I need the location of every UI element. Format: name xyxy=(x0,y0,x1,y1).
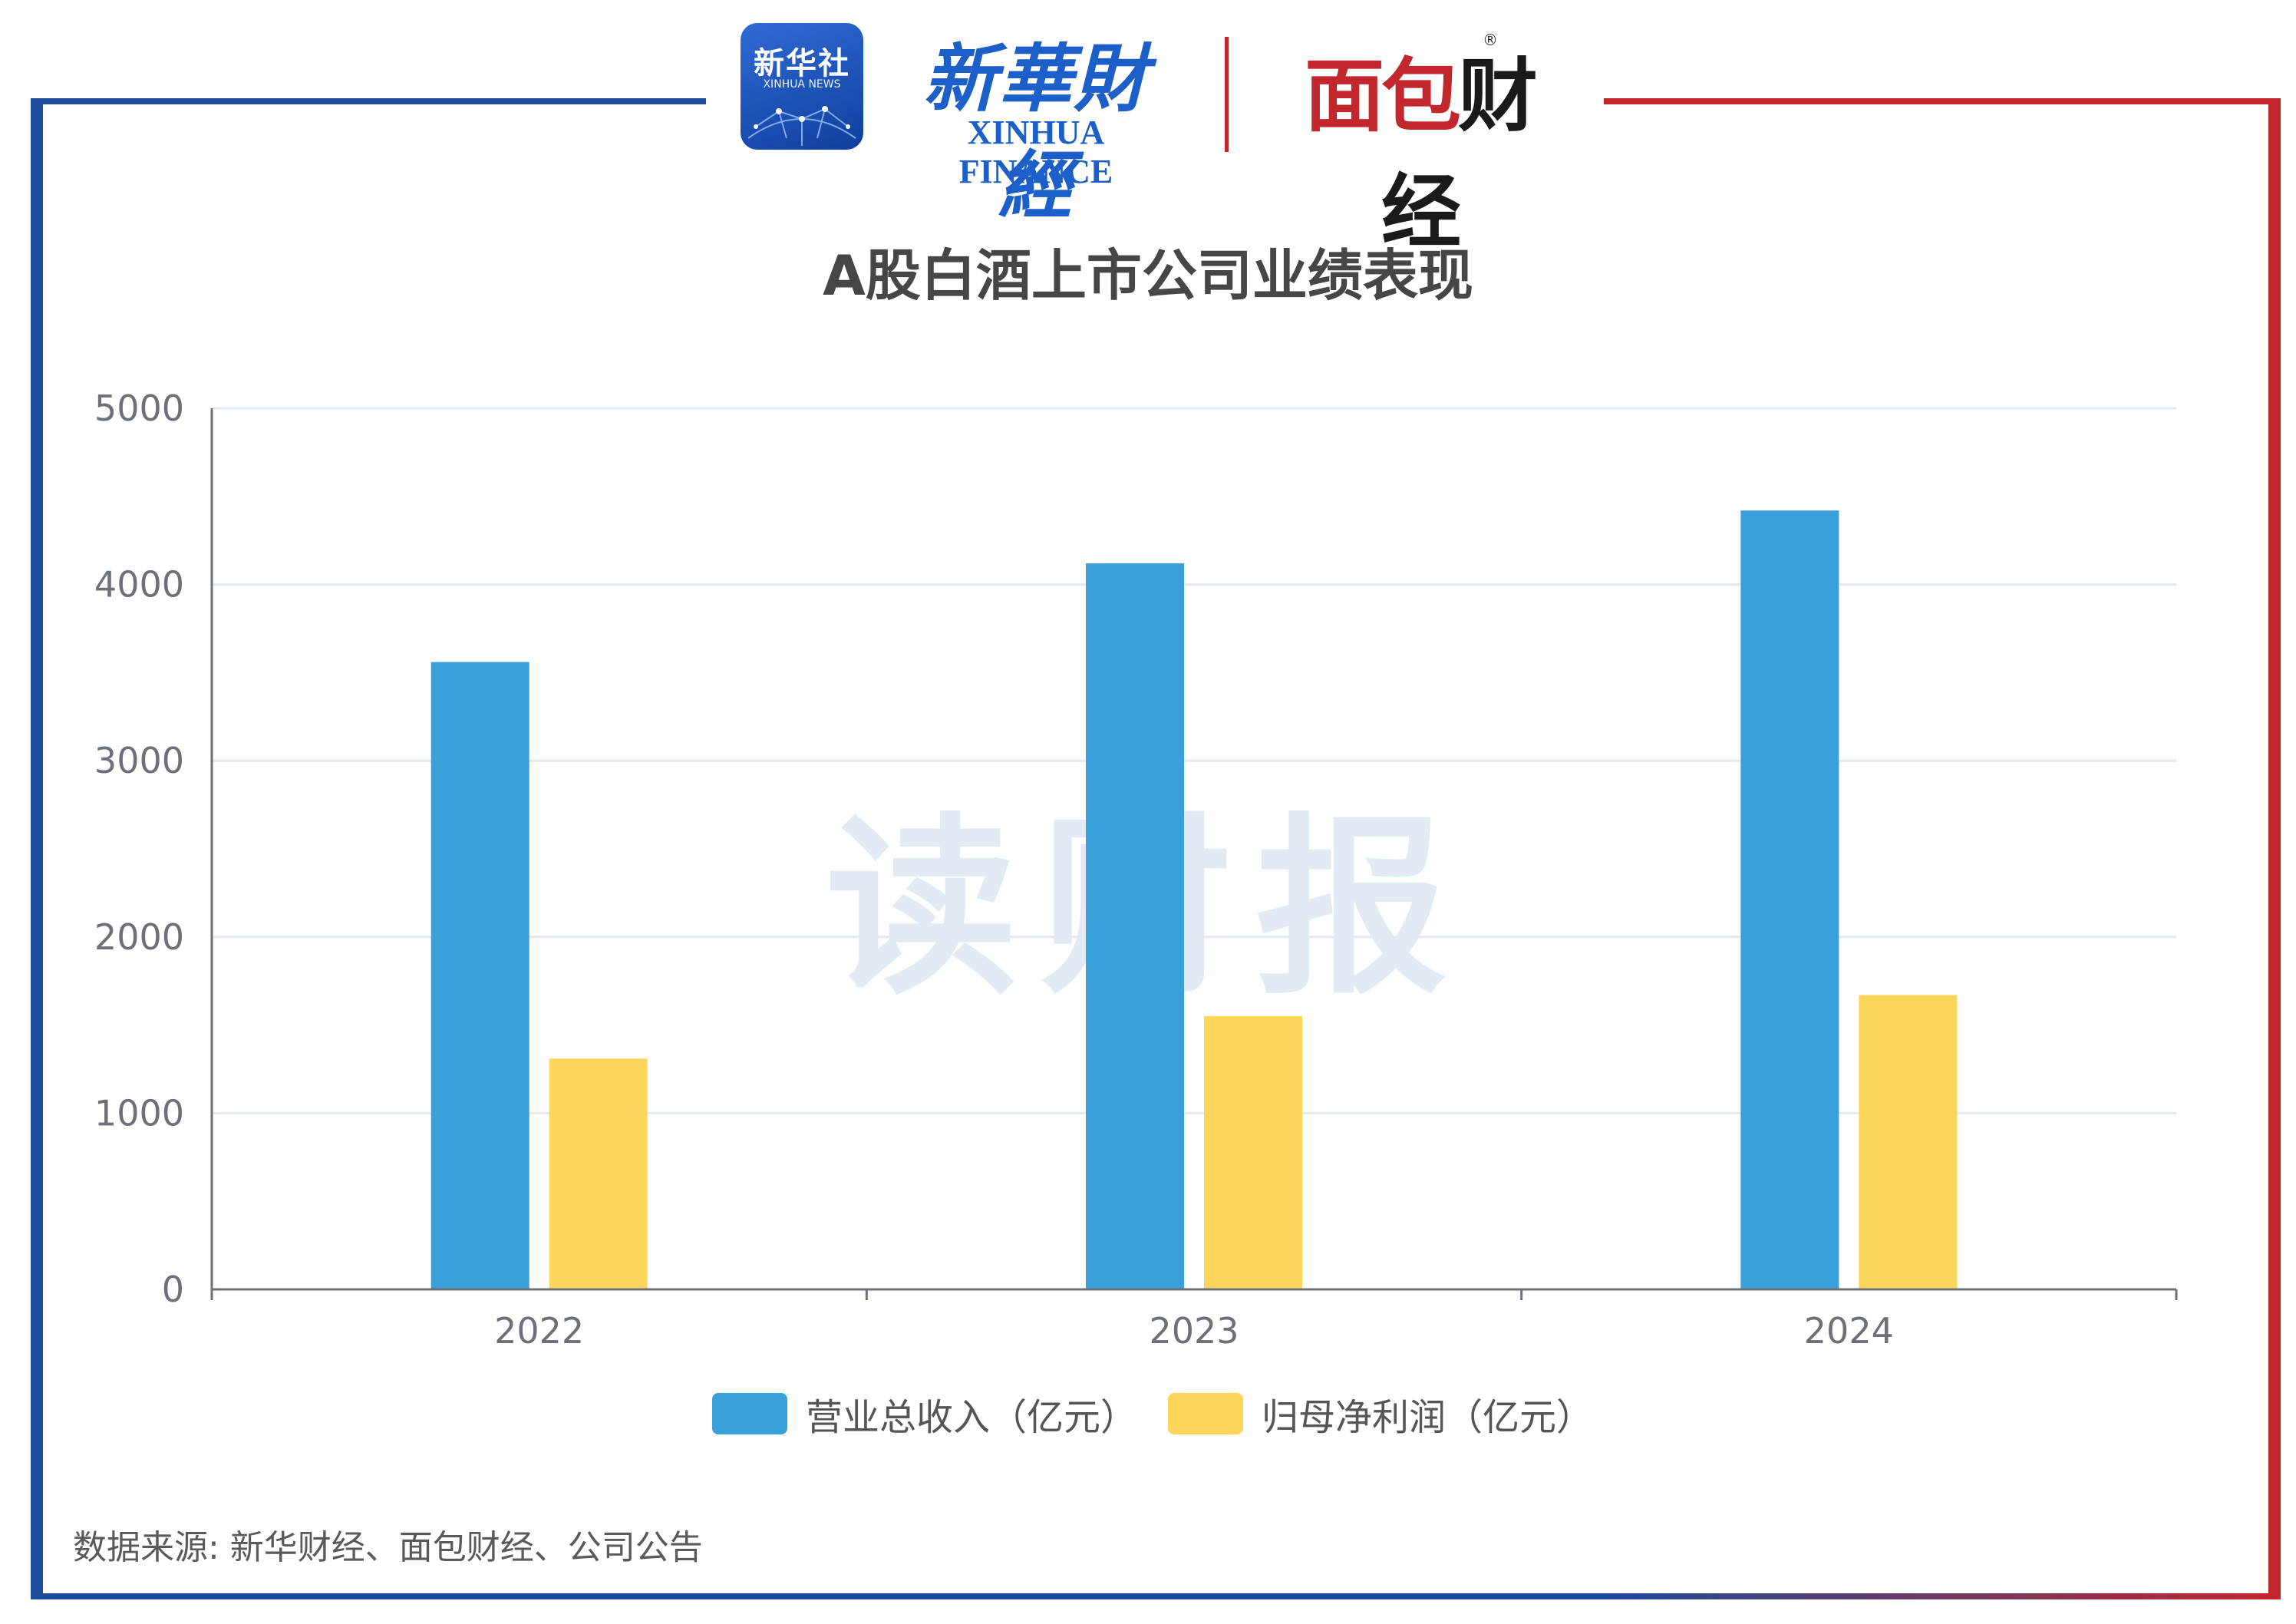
xinhua-news-logo-text: 新华社 xyxy=(754,46,850,81)
bar-profit-2023[interactable] xyxy=(1204,1016,1302,1289)
frame-left-border xyxy=(31,98,43,1599)
bar-revenue-2022[interactable] xyxy=(430,662,529,1289)
frame-right-border xyxy=(2268,98,2281,1599)
axes: 0 1000 2000 3000 4000 5000 2022 2023 2024 xyxy=(94,388,2178,1352)
bar-revenue-2024[interactable] xyxy=(1740,510,1839,1289)
legend-swatch-revenue xyxy=(712,1393,787,1434)
mianbao-logo-part2: 财经 xyxy=(1381,49,1538,259)
x-tick-label: 2022 xyxy=(494,1310,584,1352)
legend-swatch-profit xyxy=(1168,1393,1243,1434)
x-tick-label: 2023 xyxy=(1149,1310,1239,1352)
data-source-note: 数据来源: 新华财经、面包财经、公司公告 xyxy=(73,1528,703,1567)
chart-title: A股白酒上市公司业绩表现 xyxy=(823,243,1473,308)
bar-profit-2024[interactable] xyxy=(1859,995,1958,1289)
network-globe-icon xyxy=(747,106,856,146)
frame-bottom-border xyxy=(31,1593,2281,1599)
xinhua-finance-logo-en: XINHUA FINANCE xyxy=(958,114,1113,190)
gridlines xyxy=(212,407,2176,1114)
xinhua-news-logo-en: XINHUA NEWS xyxy=(763,78,841,91)
logo-divider xyxy=(1225,37,1229,152)
legend: 营业总收入（亿元） 归母净利润（亿元） xyxy=(0,1385,2296,1439)
xinhua-finance-logo-cn: 新華財經 xyxy=(923,35,1149,229)
y-tick-label: 2000 xyxy=(94,916,184,958)
y-tick-label: 1000 xyxy=(94,1092,184,1134)
bars xyxy=(430,510,1958,1289)
y-tick-label: 4000 xyxy=(94,564,184,606)
y-tick-label: 0 xyxy=(162,1269,184,1310)
xinhua-news-logo: 新华社 XINHUA NEWS xyxy=(741,23,863,150)
mianbao-logo-part1: 面包 xyxy=(1304,49,1461,143)
bar-revenue-2023[interactable] xyxy=(1086,563,1184,1289)
bar-profit-2022[interactable] xyxy=(549,1058,648,1289)
frame-top-left-border xyxy=(31,98,706,104)
mianbao-finance-logo: 面包财经 xyxy=(1266,31,1573,259)
y-tick-label: 5000 xyxy=(94,388,184,429)
legend-label-profit: 归母净利润（亿元） xyxy=(1262,1396,1594,1439)
y-tick-label: 3000 xyxy=(94,740,184,781)
registered-mark: ® xyxy=(1483,31,1498,49)
x-tick-label: 2024 xyxy=(1804,1310,1894,1352)
frame-top-right-border xyxy=(1604,98,2281,104)
legend-label-revenue: 营业总收入（亿元） xyxy=(806,1396,1138,1439)
xinhua-finance-logo: 新華財經 XINHUA FINANCE xyxy=(890,19,1182,229)
